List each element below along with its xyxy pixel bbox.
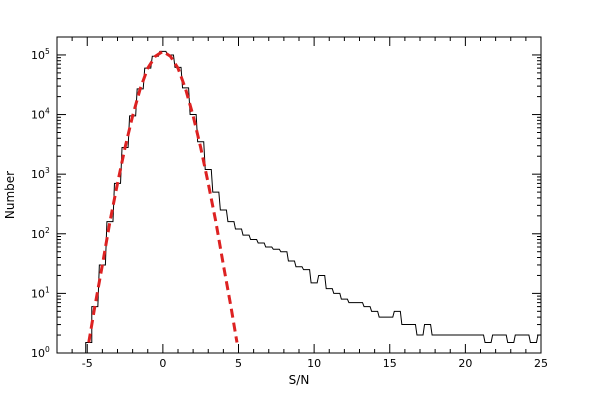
y-tick-exponent: 5 <box>45 47 50 56</box>
x-tick-label: -5 <box>82 357 93 370</box>
x-axis-label: S/N <box>289 373 310 387</box>
y-tick-exponent: 4 <box>45 107 50 116</box>
y-tick-label: 10 <box>31 49 45 62</box>
series-layer <box>85 49 541 353</box>
x-tick-labels: -5 0 5 10 15 20 25 <box>82 357 548 370</box>
x-tick-label: 5 <box>235 357 242 370</box>
x-tick-label: 20 <box>458 357 472 370</box>
x-tick-label: 15 <box>383 357 397 370</box>
y-tick-exponent: 0 <box>45 345 50 354</box>
y-tick-exponent: 2 <box>45 226 50 235</box>
plot-frame <box>56 36 542 354</box>
y-tick-label: 10 <box>31 228 45 241</box>
y-tick-exponent: 3 <box>45 166 50 175</box>
y-tick-exponent: 1 <box>45 285 50 294</box>
x-tick-label: 25 <box>534 357 548 370</box>
x-tick-label: 0 <box>159 357 166 370</box>
x-tick-label: 10 <box>307 357 321 370</box>
gaussian-fit-series <box>87 49 239 343</box>
histogram-series <box>85 50 541 353</box>
axis-ticks <box>56 36 542 354</box>
y-tick-label: 10 <box>31 168 45 181</box>
y-axis-label: Number <box>3 171 17 219</box>
y-tick-label: 10 <box>31 109 45 122</box>
y-tick-label: 10 <box>31 287 45 300</box>
y-tick-label: 10 <box>31 347 45 360</box>
